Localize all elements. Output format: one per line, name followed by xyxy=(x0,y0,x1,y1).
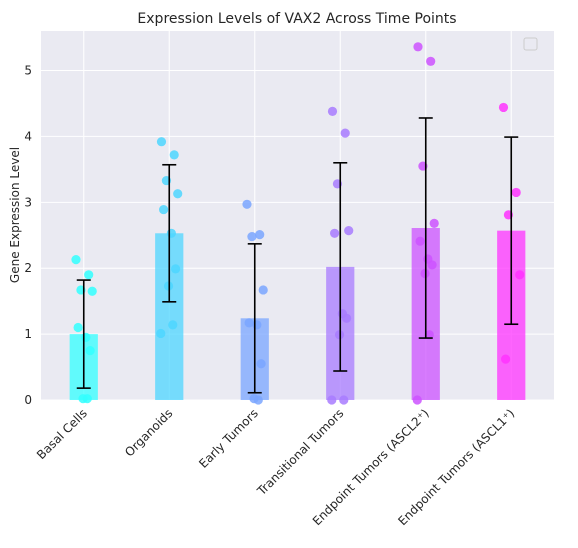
y-tick-label: 2 xyxy=(24,261,32,275)
data-point xyxy=(71,255,81,265)
data-point xyxy=(341,313,352,323)
error-bars xyxy=(76,117,519,394)
data-point xyxy=(85,345,95,356)
data-point xyxy=(327,395,337,405)
data-point xyxy=(340,128,350,138)
data-point xyxy=(429,218,439,229)
data-point xyxy=(256,359,266,369)
y-tick-label: 5 xyxy=(24,64,32,78)
y-tick-label: 1 xyxy=(24,327,32,341)
data-point xyxy=(339,395,349,405)
data-point xyxy=(330,228,340,238)
data-point xyxy=(156,328,166,339)
data-point xyxy=(242,199,252,209)
y-axis-label: Gene Expression Level xyxy=(8,147,22,283)
x-axis-ticks: Basal Cells Organoids Early TumorsTransiti… xyxy=(34,406,517,528)
data-point xyxy=(170,264,181,274)
data-point xyxy=(84,270,94,280)
data-point xyxy=(87,286,97,296)
data-point xyxy=(168,320,178,330)
data-point xyxy=(498,102,509,113)
data-point xyxy=(501,354,511,364)
data-point xyxy=(244,318,254,328)
data-point xyxy=(156,137,167,147)
data-point xyxy=(253,395,263,405)
data-point xyxy=(73,322,83,333)
data-point xyxy=(413,42,423,52)
data-point xyxy=(81,332,91,343)
data-point xyxy=(427,260,437,270)
data-point xyxy=(426,56,436,66)
data-point xyxy=(511,187,521,198)
x-tick-label: Early Tumors xyxy=(196,406,261,471)
y-axis-ticks: 0 1 2 3 4 5 xyxy=(24,64,32,407)
data-point xyxy=(424,330,434,340)
data-point xyxy=(159,204,169,215)
y-tick-label: 0 xyxy=(24,393,32,407)
x-tick-label: Transitional Tumors xyxy=(254,406,347,499)
data-point xyxy=(169,150,179,160)
y-tick-label: 3 xyxy=(24,195,32,209)
data-point xyxy=(252,320,262,330)
x-tick-label: Organoids xyxy=(122,406,175,459)
legend-box xyxy=(523,37,538,51)
plot-background xyxy=(41,31,554,400)
data-point xyxy=(258,285,268,295)
data-point xyxy=(82,394,92,404)
data-point xyxy=(166,228,176,238)
x-tick-label: Basal Cells xyxy=(34,406,90,462)
data-point xyxy=(412,395,422,405)
data-point xyxy=(344,226,354,236)
data-point xyxy=(515,270,525,280)
chart-title: Expression Levels of VAX2 Across Time Po… xyxy=(137,11,456,27)
y-tick-label: 4 xyxy=(24,129,32,143)
data-point xyxy=(173,189,183,199)
data-point xyxy=(255,230,265,240)
data-point xyxy=(247,231,257,242)
data-point xyxy=(415,236,425,246)
data-point xyxy=(327,106,338,116)
